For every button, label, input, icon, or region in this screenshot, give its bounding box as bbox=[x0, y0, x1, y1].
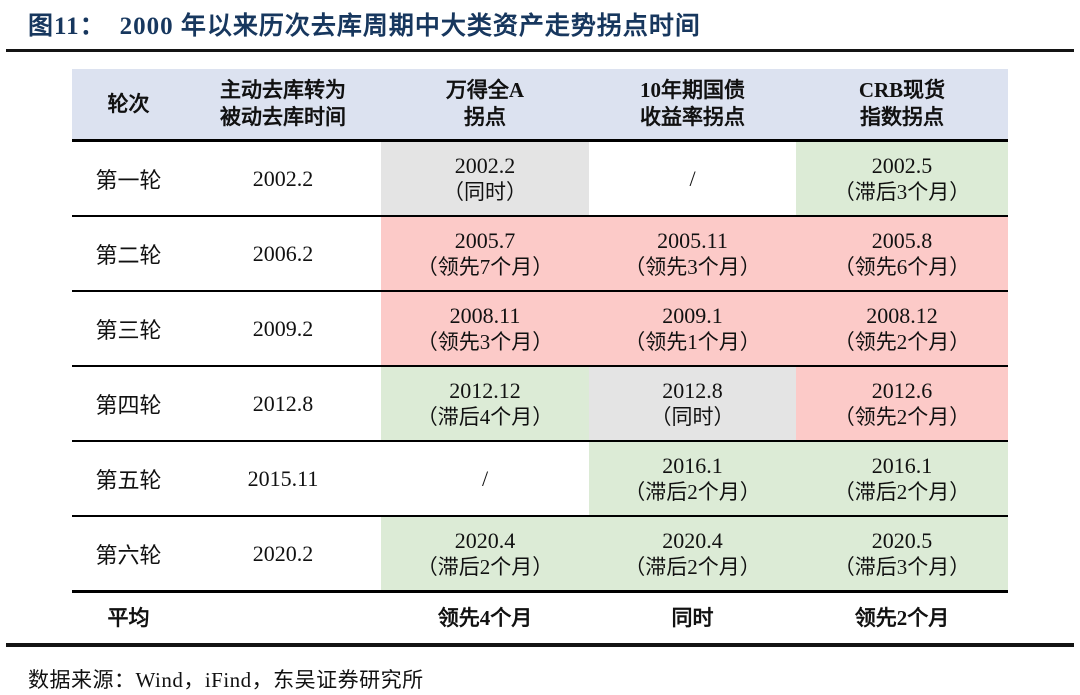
turning-point-cell: 2005.11 （领先3个月） bbox=[589, 216, 796, 292]
shift-time-cell: 2009.2 bbox=[185, 291, 381, 367]
turning-point-value: 2012.8 bbox=[662, 377, 723, 403]
turning-point-cell: 2012.8 （同时） bbox=[589, 366, 796, 442]
table-body: 第一轮 2002.2 2002.2 （同时）/2002.5 （滞后3个月） 第二轮 2006… bbox=[72, 140, 1008, 642]
turning-point-cell: 2016.1 （滞后2个月） bbox=[589, 441, 796, 517]
table-row: 第一轮 2002.2 2002.2 （同时）/2002.5 （滞后3个月） bbox=[72, 140, 1008, 217]
turning-point-cell: 2020.4 （滞后2个月） bbox=[381, 516, 589, 593]
round-cell: 第六轮 bbox=[72, 516, 185, 593]
figure-number: 图11： bbox=[28, 13, 106, 40]
summary-cell: 领先2个月 bbox=[854, 606, 950, 630]
turning-point-note: （滞后3个月） bbox=[833, 179, 971, 204]
turning-point-value: 2016.1 bbox=[662, 452, 723, 478]
turning-point-cell: 2002.2 （同时） bbox=[381, 140, 589, 217]
column-header: 主动去库转为 被动去库时间 bbox=[185, 69, 381, 142]
turning-point-note: （领先6个月） bbox=[833, 254, 971, 279]
turning-point-value: 2020.4 bbox=[454, 527, 516, 553]
round-cell: 第二轮 bbox=[72, 216, 185, 292]
turning-point-value: / bbox=[689, 166, 696, 191]
summary-shift-time-cell bbox=[185, 592, 381, 642]
turning-point-cell: / bbox=[381, 441, 589, 517]
shift-time-cell: 2015.11 bbox=[185, 441, 381, 517]
table-bottom-divider bbox=[6, 643, 1074, 647]
summary-cell: 领先4个月 bbox=[437, 606, 533, 630]
turning-point-value: 2008.11 bbox=[449, 302, 521, 328]
turning-point-value: 2012.6 bbox=[871, 377, 933, 403]
turning-point-note: （滞后3个月） bbox=[833, 554, 971, 579]
turning-point-cell: 2008.11 （领先3个月） bbox=[381, 291, 589, 367]
table-row: 第三轮 2009.2 2008.11 （领先3个月） 2009.1 （领先1个月） 2008… bbox=[72, 291, 1008, 367]
turning-point-cell: 2012.6 （领先2个月） bbox=[796, 366, 1008, 442]
turning-point-cell: 2009.1 （领先1个月） bbox=[589, 291, 796, 367]
turning-point-cell: / bbox=[589, 140, 796, 217]
turning-point-cell: 2005.8 （领先6个月） bbox=[796, 216, 1008, 292]
turning-point-value: 2005.7 bbox=[454, 227, 516, 253]
column-header: 轮次 bbox=[72, 69, 185, 142]
turning-point-cell: 2016.1 （滞后2个月） bbox=[796, 441, 1008, 517]
turning-point-cell: 2020.5 （滞后3个月） bbox=[796, 516, 1008, 593]
data-source: 数据来源：Wind，iFind，东吴证券研究所 bbox=[28, 668, 424, 692]
turning-point-cell: 2012.12 （滞后4个月） bbox=[381, 366, 589, 442]
turning-point-note: （滞后2个月） bbox=[624, 554, 761, 579]
turning-point-value: 2020.4 bbox=[662, 527, 723, 553]
turning-point-note: （领先3个月） bbox=[624, 254, 761, 279]
turning-point-note: （领先3个月） bbox=[416, 329, 554, 354]
turning-point-note: （同时） bbox=[650, 404, 735, 429]
turning-point-note: （滞后2个月） bbox=[416, 554, 554, 579]
turning-point-value: 2002.2 bbox=[454, 152, 516, 178]
shift-time-cell: 2006.2 bbox=[185, 216, 381, 292]
shift-time-cell: 2002.2 bbox=[185, 140, 381, 217]
round-cell: 第四轮 bbox=[72, 366, 185, 442]
column-header: CRB现货 指数拐点 bbox=[796, 69, 1008, 142]
summary-row: 平均 领先4个月 同时 领先2个月 bbox=[72, 592, 1008, 642]
turning-point-cell: 2020.4 （滞后2个月） bbox=[589, 516, 796, 593]
summary-round-cell: 平均 bbox=[107, 606, 150, 630]
turning-point-cell: 2008.12 （领先2个月） bbox=[796, 291, 1008, 367]
turning-point-value: 2008.12 bbox=[866, 302, 938, 328]
turning-point-value: 2012.12 bbox=[449, 377, 521, 403]
turning-point-note: （领先2个月） bbox=[833, 404, 971, 429]
turning-point-note: （滞后2个月） bbox=[624, 479, 761, 504]
turning-point-note: （领先1个月） bbox=[624, 329, 761, 354]
turning-point-note: （领先2个月） bbox=[833, 329, 971, 354]
table-row: 第二轮 2006.2 2005.7 （领先7个月） 2005.11 （领先3个月） 2005… bbox=[72, 216, 1008, 292]
turning-points-table: 轮次 主动去库转为 被动去库时间 万得全A 拐点 10年期国债 收益率拐点 CRB现货 指数拐点… bbox=[72, 69, 1008, 641]
shift-time-cell: 2012.8 bbox=[185, 366, 381, 442]
turning-point-value: 2020.5 bbox=[871, 527, 933, 553]
column-header: 10年期国债 收益率拐点 bbox=[589, 69, 796, 142]
table-row: 第五轮 2015.11/2016.1 （滞后2个月） 2016.1 （滞后2个月） bbox=[72, 441, 1008, 517]
title-divider bbox=[6, 49, 1074, 52]
turning-point-note: （同时） bbox=[443, 179, 527, 204]
round-cell: 第三轮 bbox=[72, 291, 185, 367]
figure-title-text: 2000 年以来历次去库周期中大类资产走势拐点时间 bbox=[119, 13, 701, 40]
figure-title: 图11： 2000 年以来历次去库周期中大类资产走势拐点时间 bbox=[28, 12, 1080, 42]
table-row: 第四轮 2012.8 2012.12 （滞后4个月） 2012.8 （同时） 2012.6 （… bbox=[72, 366, 1008, 442]
turning-point-note: （滞后2个月） bbox=[833, 479, 971, 504]
shift-time-cell: 2020.2 bbox=[185, 516, 381, 593]
turning-point-note: （领先7个月） bbox=[416, 254, 554, 279]
turning-point-cell: 2002.5 （滞后3个月） bbox=[796, 140, 1008, 217]
turning-point-value: 2002.5 bbox=[871, 152, 933, 178]
turning-point-value: 2009.1 bbox=[662, 302, 723, 328]
turning-point-value: 2005.11 bbox=[657, 227, 728, 253]
column-header: 万得全A 拐点 bbox=[381, 69, 589, 142]
round-cell: 第五轮 bbox=[72, 441, 185, 517]
turning-point-value: / bbox=[481, 466, 489, 491]
turning-point-cell: 2005.7 （领先7个月） bbox=[381, 216, 589, 292]
summary-cell: 同时 bbox=[671, 606, 714, 630]
table-row: 第六轮 2020.2 2020.4 （滞后2个月） 2020.4 （滞后2个月） 2020.… bbox=[72, 516, 1008, 593]
turning-point-note: （滞后4个月） bbox=[416, 404, 554, 429]
round-cell: 第一轮 bbox=[72, 140, 185, 217]
turning-point-value: 2016.1 bbox=[871, 452, 933, 478]
turning-point-value: 2005.8 bbox=[871, 227, 933, 253]
header-row: 轮次 主动去库转为 被动去库时间 万得全A 拐点 10年期国债 收益率拐点 CRB现货 指数拐点 bbox=[72, 69, 1008, 142]
